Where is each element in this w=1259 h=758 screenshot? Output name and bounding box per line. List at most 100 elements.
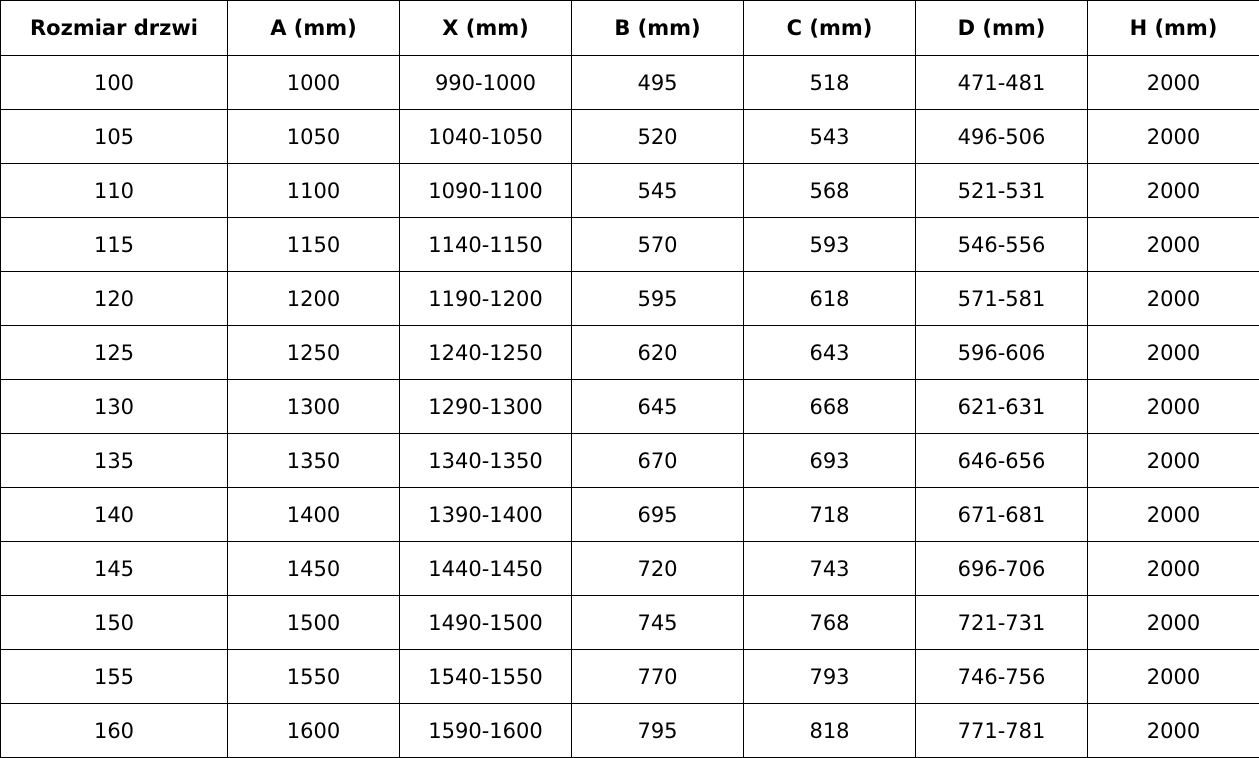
table-cell: 546-556 <box>916 218 1088 272</box>
table-cell: 990-1000 <box>400 56 572 110</box>
table-cell: 545 <box>572 164 744 218</box>
table-cell: 1000 <box>228 56 400 110</box>
table-cell: 746-756 <box>916 650 1088 704</box>
table-cell: 720 <box>572 542 744 596</box>
table-cell: 1400 <box>228 488 400 542</box>
table-cell: 2000 <box>1088 596 1259 650</box>
table-cell: 1240-1250 <box>400 326 572 380</box>
column-header: X (mm) <box>400 1 572 56</box>
table-cell: 1450 <box>228 542 400 596</box>
table-cell: 743 <box>744 542 916 596</box>
table-cell: 135 <box>1 434 228 488</box>
table-cell: 1250 <box>228 326 400 380</box>
table-cell: 693 <box>744 434 916 488</box>
table-cell: 646-656 <box>916 434 1088 488</box>
table-cell: 1550 <box>228 650 400 704</box>
table-cell: 1090-1100 <box>400 164 572 218</box>
table-cell: 140 <box>1 488 228 542</box>
table-cell: 110 <box>1 164 228 218</box>
table-cell: 1500 <box>228 596 400 650</box>
table-cell: 1390-1400 <box>400 488 572 542</box>
table-cell: 718 <box>744 488 916 542</box>
table-cell: 1290-1300 <box>400 380 572 434</box>
table-cell: 721-731 <box>916 596 1088 650</box>
table-cell: 596-606 <box>916 326 1088 380</box>
table-cell: 1100 <box>228 164 400 218</box>
table-cell: 2000 <box>1088 110 1259 164</box>
table-cell: 570 <box>572 218 744 272</box>
table-cell: 1200 <box>228 272 400 326</box>
table-cell: 125 <box>1 326 228 380</box>
column-header: D (mm) <box>916 1 1088 56</box>
table-cell: 768 <box>744 596 916 650</box>
table-cell: 2000 <box>1088 434 1259 488</box>
table-cell: 1590-1600 <box>400 704 572 758</box>
table-cell: 100 <box>1 56 228 110</box>
table-cell: 671-681 <box>916 488 1088 542</box>
table-cell: 793 <box>744 650 916 704</box>
table-cell: 2000 <box>1088 326 1259 380</box>
table-cell: 670 <box>572 434 744 488</box>
table-cell: 745 <box>572 596 744 650</box>
table-cell: 155 <box>1 650 228 704</box>
table-cell: 2000 <box>1088 542 1259 596</box>
table-cell: 2000 <box>1088 272 1259 326</box>
table-cell: 145 <box>1 542 228 596</box>
table-cell: 795 <box>572 704 744 758</box>
table-cell: 2000 <box>1088 488 1259 542</box>
table-cell: 593 <box>744 218 916 272</box>
table-cell: 571-581 <box>916 272 1088 326</box>
table-cell: 496-506 <box>916 110 1088 164</box>
table-cell: 2000 <box>1088 164 1259 218</box>
table-cell: 620 <box>572 326 744 380</box>
table-cell: 1150 <box>228 218 400 272</box>
table-cell: 1140-1150 <box>400 218 572 272</box>
table-cell: 621-631 <box>916 380 1088 434</box>
table-cell: 1340-1350 <box>400 434 572 488</box>
table-cell: 1540-1550 <box>400 650 572 704</box>
column-header: A (mm) <box>228 1 400 56</box>
table-cell: 1300 <box>228 380 400 434</box>
table-cell: 518 <box>744 56 916 110</box>
table-cell: 543 <box>744 110 916 164</box>
table-cell: 130 <box>1 380 228 434</box>
table-cell: 695 <box>572 488 744 542</box>
table-cell: 2000 <box>1088 218 1259 272</box>
column-header: B (mm) <box>572 1 744 56</box>
table-cell: 1600 <box>228 704 400 758</box>
column-header: H (mm) <box>1088 1 1259 56</box>
column-header: C (mm) <box>744 1 916 56</box>
table-cell: 2000 <box>1088 380 1259 434</box>
table-cell: 696-706 <box>916 542 1088 596</box>
table-cell: 160 <box>1 704 228 758</box>
table-cell: 770 <box>572 650 744 704</box>
table-cell: 771-781 <box>916 704 1088 758</box>
table-cell: 471-481 <box>916 56 1088 110</box>
table-cell: 668 <box>744 380 916 434</box>
table-cell: 1490-1500 <box>400 596 572 650</box>
table-cell: 818 <box>744 704 916 758</box>
table-cell: 1040-1050 <box>400 110 572 164</box>
table-cell: 1050 <box>228 110 400 164</box>
table-cell: 1440-1450 <box>400 542 572 596</box>
table-cell: 495 <box>572 56 744 110</box>
table-cell: 2000 <box>1088 704 1259 758</box>
table-cell: 643 <box>744 326 916 380</box>
table-cell: 520 <box>572 110 744 164</box>
table-cell: 105 <box>1 110 228 164</box>
table-cell: 521-531 <box>916 164 1088 218</box>
